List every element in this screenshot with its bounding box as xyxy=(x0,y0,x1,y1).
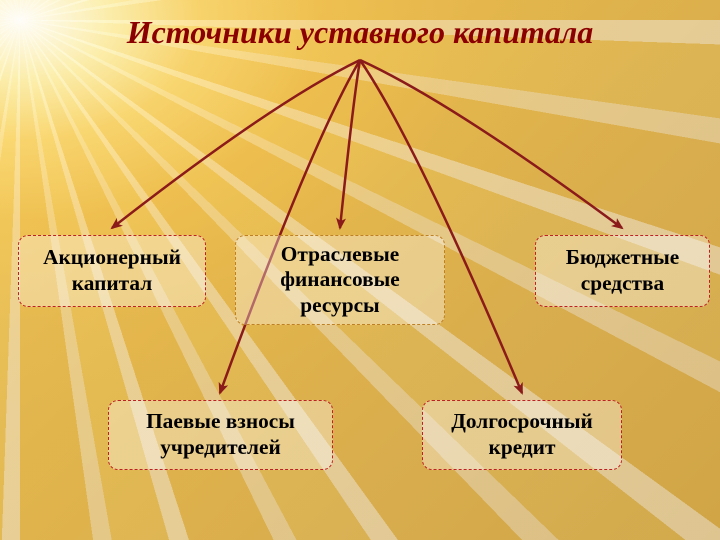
diagram-title: Источники уставного капитала xyxy=(0,14,720,51)
node-n2: Отраслевые финансовые ресурсы xyxy=(235,235,445,325)
node-n4: Паевые взносы учредителей xyxy=(108,400,333,470)
node-n3: Бюджетные средства xyxy=(535,235,710,307)
node-n1: Акционерный капитал xyxy=(18,235,206,307)
node-n5: Долгосрочный кредит xyxy=(422,400,622,470)
